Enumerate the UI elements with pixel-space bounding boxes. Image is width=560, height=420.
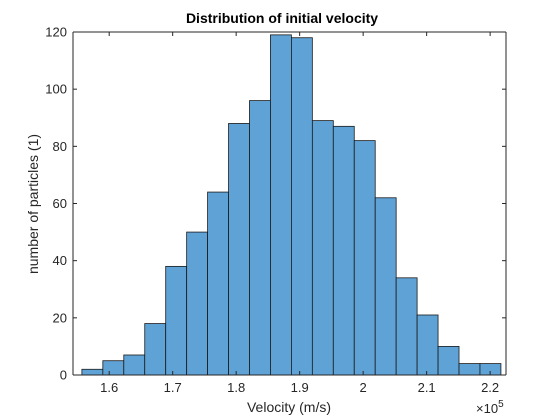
x-axis-label: Velocity (m/s)	[247, 399, 331, 415]
histogram-bar	[81, 368, 104, 376]
histogram-bar	[228, 123, 250, 376]
histogram-bar	[458, 363, 481, 376]
x-tick-label: 1.6	[100, 380, 118, 395]
histogram-bar	[249, 100, 271, 376]
histogram-bar	[102, 360, 125, 376]
x-exponent-label: ×105	[476, 399, 504, 416]
histogram-bar	[270, 34, 292, 376]
histogram-bar	[165, 265, 188, 376]
x-tick-label: 2	[360, 380, 367, 395]
histogram-bar	[416, 314, 439, 376]
x-exponent-base: ×10	[476, 401, 498, 416]
histogram-bar	[353, 140, 376, 376]
histogram-bar	[311, 120, 334, 376]
x-tick-label: 2.1	[418, 380, 436, 395]
y-ticks-group: 0 20 40 60 80 100 120	[45, 25, 506, 383]
histogram-bar	[290, 37, 313, 376]
y-tick-label: 120	[45, 25, 67, 40]
histogram-bar	[186, 231, 208, 376]
y-axis-label: number of particles (1)	[25, 134, 41, 274]
x-tick-label: 1.9	[291, 380, 309, 395]
x-tick-label: 1.8	[227, 380, 245, 395]
y-tick-label: 100	[45, 82, 67, 97]
histogram-bar	[437, 346, 460, 376]
bars-group	[81, 34, 502, 376]
y-tick-label: 40	[53, 253, 67, 268]
histogram-bar	[332, 125, 355, 376]
histogram-bar	[123, 354, 146, 376]
histogram-bar	[207, 191, 229, 376]
histogram-bar	[144, 323, 167, 376]
x-tick-label: 2.2	[481, 380, 499, 395]
x-exponent-power: 5	[498, 399, 504, 410]
y-tick-label: 80	[53, 139, 67, 154]
histogram-bar	[374, 197, 397, 376]
x-ticks-group: 1.6 1.7 1.8 1.9 2 2.1 2.2	[100, 32, 499, 395]
chart-title: Distribution of initial velocity	[186, 10, 378, 26]
x-tick-label: 1.7	[164, 380, 182, 395]
y-tick-label: 0	[60, 368, 67, 383]
y-tick-label: 20	[53, 310, 67, 325]
y-tick-label: 60	[53, 196, 67, 211]
histogram-bar	[395, 277, 418, 376]
